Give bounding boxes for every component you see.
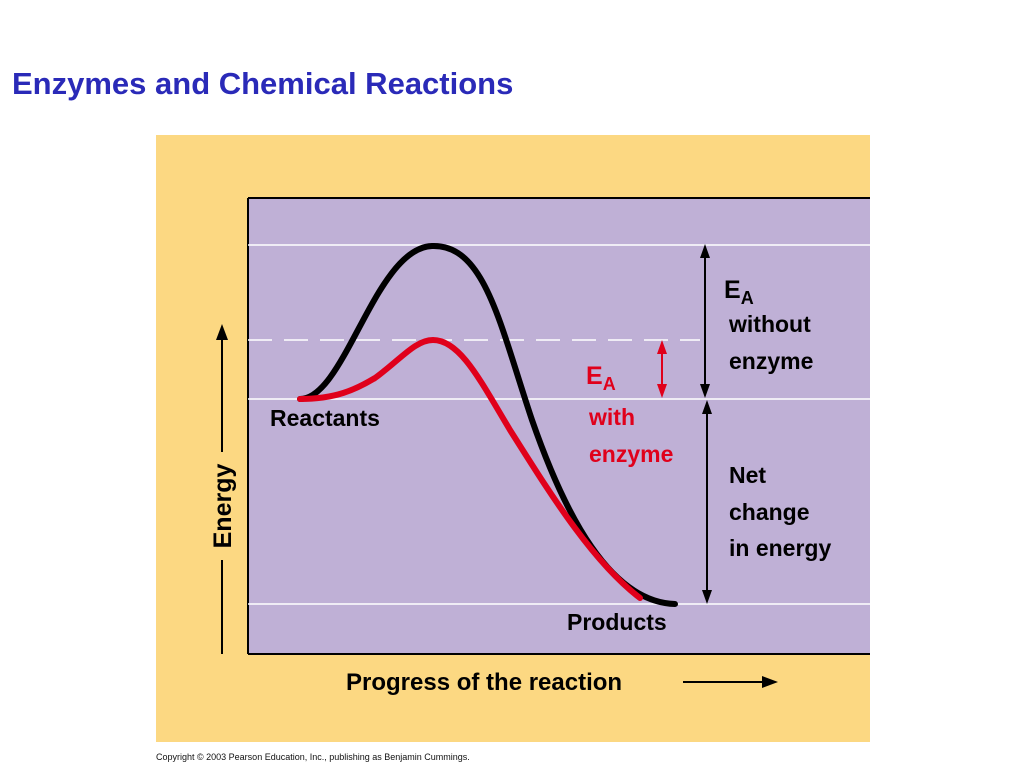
progress-axis-arrowhead [762, 676, 778, 688]
ea-with-line1: with [588, 404, 635, 430]
copyright-notice: Copyright © 2003 Pearson Education, Inc.… [156, 752, 470, 762]
ea-without-line1: without [728, 311, 811, 337]
net-change-arrowhead-down [702, 590, 712, 604]
net-change-line1: Net [729, 462, 766, 488]
ea-with-line2: enzyme [589, 441, 673, 467]
ea-without-line2: enzyme [729, 348, 813, 374]
reactants-label: Reactants [270, 405, 380, 431]
products-label: Products [567, 609, 667, 635]
curve-with-enzyme [297, 336, 643, 601]
plot-area [248, 198, 870, 654]
ea-with-arrowhead-up [657, 340, 667, 354]
slide-title: Enzymes and Chemical Reactions [12, 66, 514, 101]
ea-without-arrowhead-up [700, 244, 710, 258]
ea-with-arrowhead-down [657, 384, 667, 398]
y-axis-label: Energy [209, 464, 237, 549]
ea-without-label: EA [724, 276, 754, 308]
x-axis-label: Progress of the reaction [346, 669, 622, 696]
net-change-line2: change [729, 499, 810, 525]
ea-with-label: EA [586, 362, 616, 394]
net-change-line3: in energy [729, 535, 831, 561]
net-change-arrowhead-up [702, 400, 712, 414]
energy-axis-arrowhead [216, 324, 228, 340]
ea-without-arrowhead-down [700, 384, 710, 398]
